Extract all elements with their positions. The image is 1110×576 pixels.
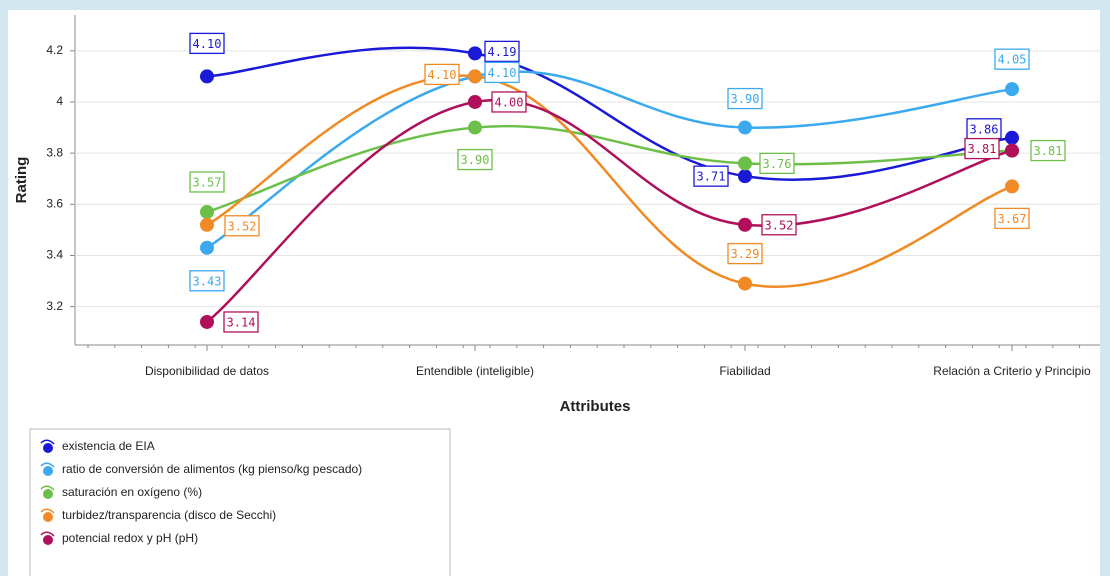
y-tick-label: 3.2 <box>46 299 63 313</box>
value-label: 4.10 <box>428 68 457 82</box>
data-point <box>200 217 214 232</box>
x-axis-label: Attributes <box>560 398 631 415</box>
data-point <box>468 120 482 135</box>
series-line <box>206 46 1013 181</box>
value-label: 3.14 <box>227 315 256 329</box>
legend-label: saturación en oxígeno (%) <box>62 485 202 499</box>
y-axis-label: Rating <box>13 157 30 204</box>
y-tick-label: 3.6 <box>46 196 63 210</box>
value-label-box <box>189 171 225 193</box>
legend-marker <box>43 512 53 522</box>
data-point <box>200 240 214 255</box>
y-tick-label: 4.2 <box>46 43 63 57</box>
data-point <box>200 69 214 84</box>
value-label: 3.52 <box>765 218 794 232</box>
legend-label: turbidez/transparencia (disco de Secchi) <box>62 508 276 522</box>
legend-marker-arc <box>40 508 55 514</box>
x-tick-label: Disponibilidad de datos <box>145 364 269 378</box>
legend-label: ratio de conversión de alimentos (kg pie… <box>62 462 362 476</box>
legend-marker <box>43 443 53 453</box>
value-label: 3.90 <box>731 92 760 106</box>
legend-marker <box>43 466 53 476</box>
value-label-box <box>964 137 1000 160</box>
value-label: 3.71 <box>697 170 726 184</box>
data-point <box>738 276 752 291</box>
value-label: 3.81 <box>968 142 997 156</box>
y-tick-label: 3.4 <box>46 248 63 262</box>
value-label: 3.52 <box>228 219 257 233</box>
value-label-box <box>727 87 763 110</box>
value-label: 3.43 <box>193 274 222 288</box>
value-label: 4.05 <box>998 53 1027 67</box>
legend-marker-arc <box>40 531 55 537</box>
value-label: 3.76 <box>763 157 792 171</box>
value-label: 4.10 <box>488 66 517 80</box>
value-label-box <box>693 165 729 187</box>
value-label: 4.10 <box>193 37 222 51</box>
value-label-box <box>223 311 259 333</box>
x-tick-label: Entendible (inteligible) <box>416 364 534 378</box>
series-line <box>206 124 1013 214</box>
data-point <box>738 156 752 171</box>
value-label-box <box>994 48 1030 70</box>
data-point <box>738 169 752 184</box>
data-point <box>1005 179 1019 194</box>
legend <box>29 428 451 576</box>
y-tick-label: 4 <box>56 94 63 108</box>
value-label: 3.86 <box>970 122 999 136</box>
value-label: 3.57 <box>193 175 222 189</box>
series-line <box>206 74 1013 288</box>
legend-label: potencial redox y pH (pH) <box>62 531 198 545</box>
value-label: 3.81 <box>1034 144 1063 158</box>
legend-marker <box>43 489 53 499</box>
data-point <box>1005 82 1019 97</box>
y-tick-label: 3.8 <box>46 145 63 159</box>
data-point <box>468 94 482 109</box>
value-label-box <box>727 242 763 265</box>
data-point <box>468 69 482 84</box>
x-tick-label: Fiabilidad <box>719 364 770 378</box>
legend-marker-arc <box>40 485 55 491</box>
value-label-box <box>189 270 225 292</box>
value-label-box <box>189 32 225 55</box>
data-point <box>200 314 214 329</box>
value-label-box <box>761 214 797 236</box>
series-line <box>206 98 1013 323</box>
value-label-box <box>491 91 527 113</box>
value-label: 3.67 <box>998 212 1027 226</box>
x-tick-label: Relación a Criterio y Principio <box>933 364 1091 378</box>
data-point <box>738 217 752 232</box>
value-label: 4.19 <box>488 45 517 59</box>
value-label-box <box>1030 139 1066 162</box>
value-label-box <box>759 152 795 175</box>
value-label-box <box>484 61 520 84</box>
data-point <box>1005 143 1019 158</box>
value-label-box <box>457 148 493 171</box>
value-label: 3.29 <box>731 247 760 261</box>
data-point <box>1005 130 1019 145</box>
data-point <box>200 204 214 219</box>
value-label: 4.00 <box>495 95 524 109</box>
data-point <box>738 120 752 135</box>
value-label-box <box>484 40 520 63</box>
legend-marker-arc <box>40 439 55 445</box>
legend-marker <box>43 535 53 545</box>
series-line <box>206 70 1013 249</box>
value-label-box <box>224 215 260 237</box>
data-point <box>468 46 482 61</box>
value-label-box <box>994 207 1030 230</box>
value-label: 3.90 <box>461 153 490 167</box>
legend-label: existencia de EIA <box>62 439 155 453</box>
legend-marker-arc <box>40 462 55 468</box>
value-label-box <box>424 63 460 86</box>
